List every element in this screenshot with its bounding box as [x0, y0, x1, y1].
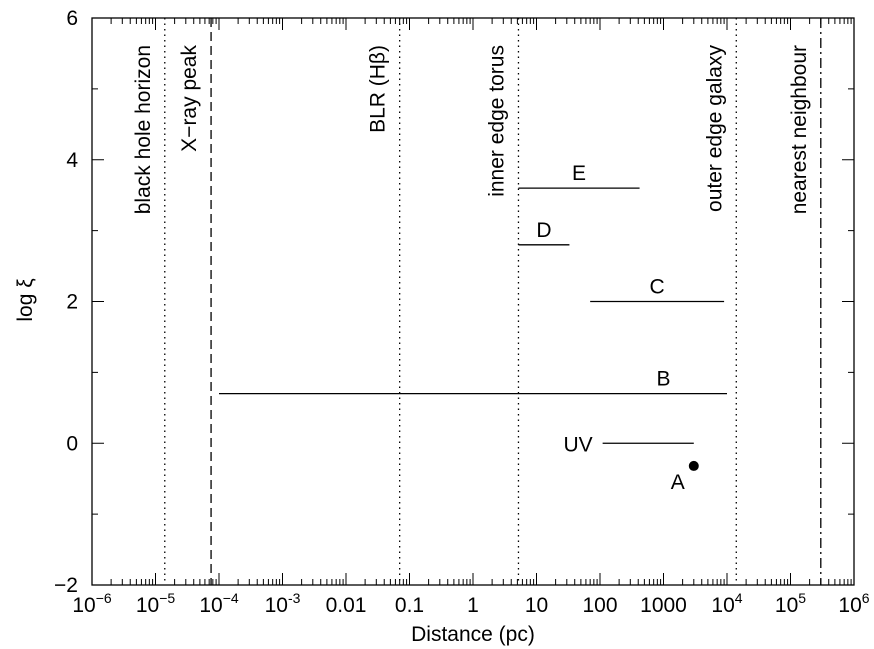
y-tick-label: −2 [54, 574, 78, 597]
vertical-line-label: black hole horizon [132, 45, 155, 214]
segment-label: D [536, 219, 551, 242]
x-tick-label: 10 [525, 594, 548, 617]
vertical-line-label: outer edge galaxy [703, 45, 726, 212]
y-tick-label: 4 [66, 149, 78, 172]
x-tick-label: 1 [467, 594, 479, 617]
x-tick-label: 0.01 [326, 594, 367, 617]
x-tick-label: 10−4 [199, 590, 239, 617]
x-tick-label: 0.1 [395, 594, 424, 617]
vertical-line-label: nearest neighbour [788, 45, 811, 214]
ticks [91, 17, 855, 586]
plot-frame [91, 17, 855, 586]
x-tick-label: 1000 [640, 594, 687, 617]
segment-label: C [650, 276, 665, 299]
segment-label: E [572, 162, 586, 185]
points: A [671, 460, 699, 494]
vertical-lines: black hole horizon X−ray peak BLR (Hβ) inne… [132, 18, 822, 585]
y-tick-label: 2 [66, 291, 78, 314]
x-tick-label: 100 [582, 594, 617, 617]
segments: E D C B UV [219, 162, 727, 456]
x-tick-label: 105 [775, 590, 806, 617]
segment-label: B [656, 368, 670, 391]
tick-labels: 10−6 10−5 10−4 10-3 0.01 0.1 1 10 100 1000 104 105 1… [54, 7, 870, 617]
vertical-line-label: BLR (Hβ) [367, 45, 390, 133]
point-label: A [671, 471, 685, 494]
vertical-line-label: X−ray peak [178, 45, 201, 152]
y-tick-label: 6 [66, 7, 78, 30]
vertical-line-label: inner edge torus [485, 45, 508, 197]
segment-label: UV [563, 433, 592, 456]
y-axis-label: log ξ [14, 278, 37, 321]
x-axis-label: Distance (pc) [411, 623, 535, 646]
x-tick-label: 106 [838, 590, 869, 617]
x-tick-label: 104 [711, 590, 742, 617]
y-tick-label: 0 [66, 432, 78, 455]
x-tick-label: 10−6 [72, 590, 112, 617]
data-point [688, 460, 699, 471]
x-tick-label: 10-3 [265, 590, 301, 617]
x-tick-label: 10−5 [136, 590, 176, 617]
